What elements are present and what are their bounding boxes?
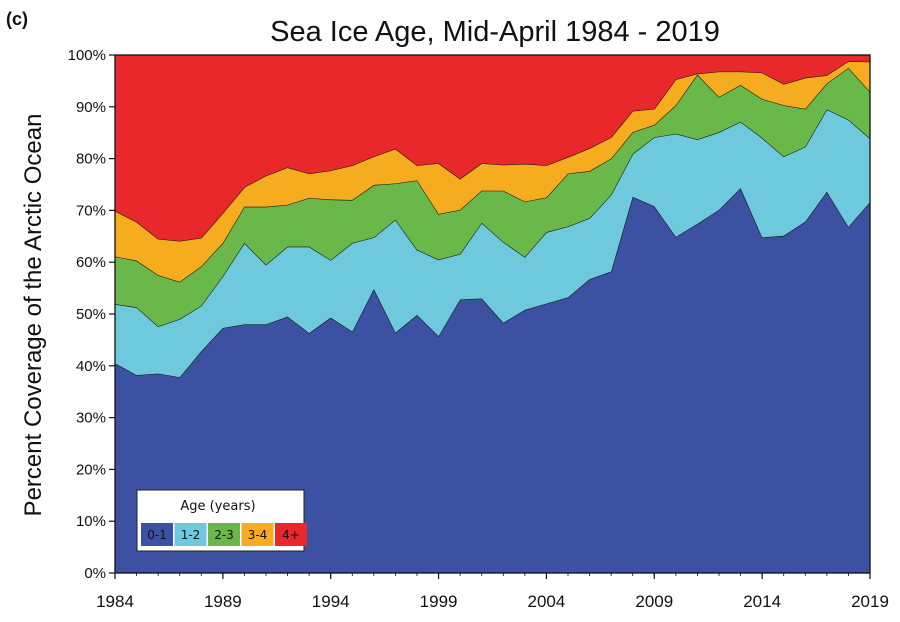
y-tick-label: 30% (76, 410, 106, 427)
x-tick-label: 1999 (420, 592, 458, 611)
legend-label-1-2: 1-2 (181, 528, 201, 542)
x-tick-label: 1994 (312, 592, 350, 611)
y-tick-label: 90% (76, 99, 106, 116)
legend-swatch-3-4 (241, 523, 274, 546)
legend-swatch-1-2 (174, 523, 207, 546)
legend-swatch-4+ (275, 523, 307, 546)
y-tick-label: 80% (76, 151, 106, 168)
y-tick-label: 70% (76, 202, 106, 219)
legend-entries: 0-1 1-2 2-3 3-4 4+ (141, 523, 307, 546)
area-3-4 (115, 61, 870, 282)
area-1-2 (115, 109, 870, 378)
panel-label: (c) (6, 9, 28, 29)
x-tick-label: 2014 (743, 592, 781, 611)
y-tick-label: 40% (76, 358, 106, 375)
area-4+ (115, 55, 870, 241)
legend-title: Age (years) (180, 499, 255, 514)
axes: 0% 10% 20% 30% 40% 50% 60% 70% 80% 90% 100% 1984 198… (68, 47, 889, 611)
y-tick-label: 0% (84, 565, 106, 582)
y-tick-label: 100% (68, 47, 106, 64)
legend-label-3-4: 3-4 (248, 528, 268, 542)
legend-swatch-0-1 (141, 523, 173, 546)
chart-title: Sea Ice Age, Mid-April 1984 - 2019 (270, 16, 720, 48)
legend-label-2-3: 2-3 (214, 528, 234, 542)
legend-label-0-1: 0-1 (147, 528, 167, 542)
x-tick-label: 2019 (851, 592, 889, 611)
y-axis-label: Percent Coverage of the Arctic Ocean (20, 114, 47, 517)
x-tick-label: 2009 (635, 592, 673, 611)
y-tick-label: 60% (76, 254, 106, 271)
legend-label-4+: 4+ (282, 528, 300, 542)
stacked-areas (114, 55, 871, 573)
area-0-1 (115, 188, 870, 573)
area-2-3 (115, 67, 870, 327)
y-tick-label: 10% (76, 513, 106, 530)
x-tick-label: 2004 (528, 592, 566, 611)
x-tick-label: 1984 (96, 592, 134, 611)
y-tick-label: 20% (76, 461, 106, 478)
boundary-line-0-1 (114, 187, 871, 378)
legend: Age (years) 0-1 1-2 2-3 3-4 4+ (136, 489, 307, 552)
x-tick-label: 1989 (204, 592, 242, 611)
legend-swatch-2-3 (208, 523, 240, 546)
y-tick-label: 50% (76, 306, 106, 323)
